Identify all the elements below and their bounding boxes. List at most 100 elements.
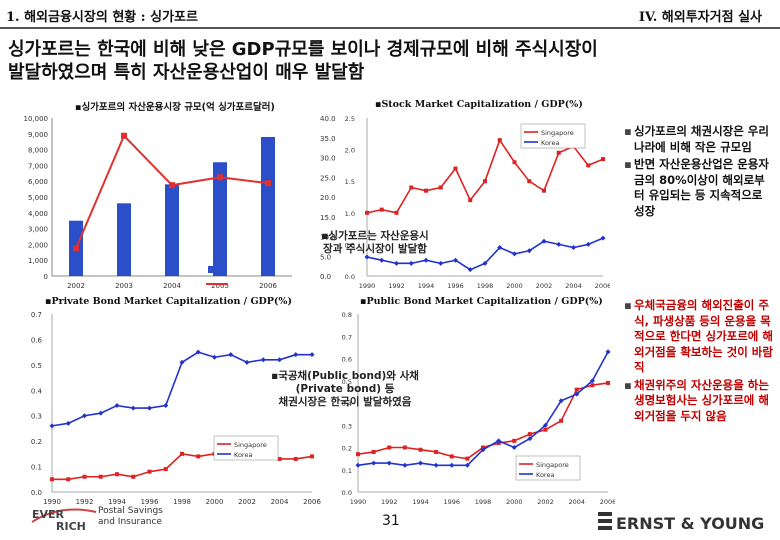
y-tick-label: 0.3 (342, 422, 352, 430)
y-tick-label: 0.3 (31, 413, 42, 421)
legend-label-singapore: Singapore (541, 129, 574, 137)
ever-rich-logo: EVER RICH (30, 502, 100, 534)
point-korea (449, 462, 455, 468)
line-point (265, 180, 271, 187)
y-tick-label: 4,000 (28, 210, 48, 218)
legend-label-singapore: Singapore (536, 461, 569, 469)
point-singapore (527, 179, 532, 184)
logo-text-bottom: RICH (56, 520, 86, 533)
point-singapore (606, 380, 610, 385)
point-singapore (196, 454, 201, 459)
point-korea (147, 405, 152, 411)
y-tick-label: 2.0 (345, 147, 355, 155)
point-singapore (180, 451, 184, 456)
point-korea (464, 462, 470, 468)
logo-line-1: Postal Savings (98, 506, 163, 516)
note-line: 장과 주식시장이 발달함 (323, 243, 427, 255)
point-korea (163, 403, 169, 409)
ey-logo-icon: ERNST & YOUNG (598, 512, 764, 533)
point-singapore (82, 474, 87, 479)
legend-box (520, 123, 586, 149)
y-tick-label: 1.0 (345, 210, 355, 218)
x-tick-label: 2006 (595, 282, 610, 290)
point-korea (114, 403, 120, 409)
x-tick-label: 2005 (211, 282, 229, 290)
point-singapore (468, 198, 473, 203)
bar (165, 184, 179, 276)
x-tick-label: 2000 (506, 498, 523, 506)
point-singapore (310, 454, 314, 459)
caption-asset-management: ▪싱가포르의 자산운용시장 규모(억 싱가포르달러) (75, 102, 275, 113)
x-tick-label: 2006 (303, 498, 321, 506)
line-point (121, 132, 127, 139)
headline-line-1: 싱가포르는 한국에 비해 낮은 GDP규모를 보이나 경제규모에 비해 주식시장… (8, 39, 598, 60)
point-korea (408, 260, 414, 266)
x-tick-label: 2004 (565, 282, 582, 290)
x-tick-label: 1998 (477, 282, 494, 290)
y-tick-label: 0.0 (342, 489, 352, 497)
point-korea (65, 420, 71, 426)
point-korea (82, 413, 87, 419)
y2-tick-label: 15.0 (320, 214, 336, 222)
x-tick-label: 1996 (141, 498, 159, 506)
point-korea (558, 398, 564, 404)
point-singapore (512, 160, 517, 165)
point-korea (585, 241, 591, 247)
point-singapore (574, 387, 579, 392)
y-tick-label: 0.8 (342, 311, 352, 319)
y-tick-label: 0.2 (342, 445, 352, 453)
y-tick-label: 0.0 (345, 273, 355, 281)
point-singapore (66, 477, 71, 482)
point-korea (394, 260, 399, 266)
point-singapore (601, 157, 605, 162)
point-korea (467, 267, 473, 273)
point-singapore (586, 163, 591, 168)
headline-line-2: 발달하였으며 특히 자산운용산업이 매우 발달함 (8, 62, 365, 83)
sidebar-top: 싱가포르의 채권시장은 우리나라에 비해 작은 규모임 반면 자산운용산업은 운… (624, 124, 774, 221)
x-tick-label: 2000 (206, 498, 224, 506)
note-asset-stock: ▪싱가포르는 자산운용시 장과 주식시장이 발달함 (300, 230, 450, 256)
point-singapore (356, 452, 360, 457)
point-korea (589, 378, 595, 384)
series-line-singapore (366, 138, 604, 214)
y-tick-label: 0.0 (31, 489, 42, 497)
y-tick-label: 0.2 (31, 438, 42, 446)
point-singapore (556, 150, 561, 155)
sidebar-bullet: 반면 자산운용산업은 운용자금의 80%이상이 해외로부터 유입되는 등 지속적… (624, 157, 774, 219)
point-korea (402, 462, 408, 468)
point-singapore (371, 449, 376, 454)
point-singapore (542, 188, 546, 193)
line-point (73, 245, 79, 252)
point-korea (49, 423, 55, 429)
legend-box (213, 435, 279, 461)
y-tick-label: 2.5 (345, 115, 355, 123)
x-tick-label: 2002 (537, 498, 554, 506)
note-line: ▪싱가포르는 자산운용시 (321, 230, 429, 242)
y2-tick-label: 25.0 (320, 174, 336, 182)
point-korea (511, 445, 517, 450)
point-korea (244, 359, 250, 365)
page-number: 31 (382, 513, 400, 529)
x-tick-label: 2004 (568, 498, 585, 506)
y2-tick-label: 35.0 (320, 135, 336, 143)
legend-label-singapore: Singapore (234, 441, 267, 449)
point-singapore (131, 474, 136, 479)
legend-label-korea: Korea (234, 451, 252, 459)
caption-public-bond: ▪Public Bond Market Capitalization / GDP… (360, 296, 603, 307)
x-tick-label: 1994 (108, 498, 126, 506)
y-tick-label: 5,000 (28, 194, 48, 202)
point-singapore (483, 179, 487, 184)
point-korea (482, 260, 488, 266)
note-bond-market: ▪국공채(Public bond)와 사채 (Private bond) 등 채… (250, 370, 440, 409)
point-korea (480, 447, 486, 453)
x-tick-label: 2002 (238, 498, 256, 506)
point-korea (496, 438, 502, 444)
point-singapore (402, 445, 407, 450)
sidebar-bullet: 채권위주의 자산운용을 하는 생명보험사는 싱가포르에 해외거점을 두지 않음 (624, 378, 774, 425)
legend-label-korea: Korea (541, 139, 559, 147)
point-singapore (50, 477, 54, 482)
legend-box (515, 455, 581, 481)
point-singapore (465, 456, 470, 461)
point-korea (438, 260, 444, 266)
